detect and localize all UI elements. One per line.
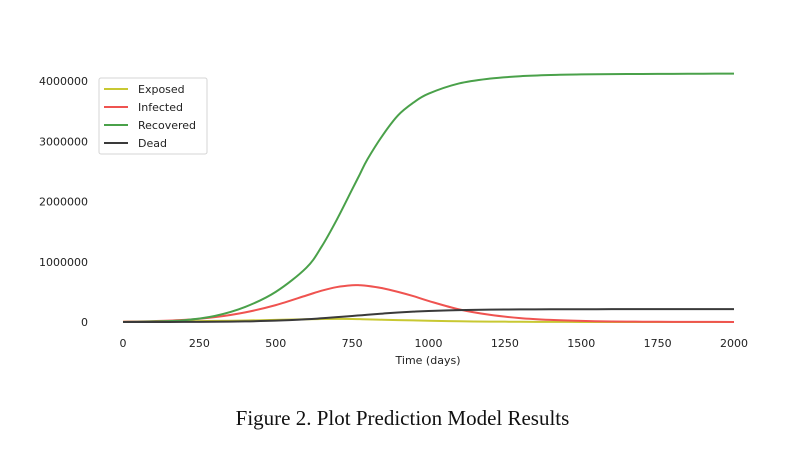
x-tick-label: 250 [189, 337, 210, 350]
series-line-recovered [122, 72, 735, 323]
y-tick-label: 1000000 [39, 256, 88, 269]
x-tick-label: 2000 [720, 337, 748, 350]
x-tick-label: 1750 [644, 337, 672, 350]
legend-label-recovered: Recovered [138, 119, 196, 132]
x-tick-label: 1000 [415, 337, 443, 350]
legend: Exposed Infected Recovered Dead [98, 77, 208, 155]
x-tick-label: 500 [265, 337, 286, 350]
legend-label-dead: Dead [138, 137, 167, 150]
y-tick-label: 2000000 [39, 196, 88, 209]
x-tick-label: 750 [342, 337, 363, 350]
figure-caption: Figure 2. Plot Prediction Model Results [235, 406, 570, 430]
x-tick-label: 0 [120, 337, 127, 350]
x-tick-label: 1250 [491, 337, 519, 350]
y-tick-label: 4000000 [39, 75, 88, 88]
y-tick-label: 3000000 [39, 135, 88, 148]
series-line-dead [122, 308, 734, 323]
chart: 0 1000000 2000000 3000000 4000000 0 250 500 750… [39, 72, 749, 367]
x-axis-label: Time (days) [395, 354, 461, 367]
series-line-infected [122, 284, 735, 323]
legend-label-infected: Infected [138, 101, 183, 114]
legend-label-exposed: Exposed [138, 83, 185, 96]
x-tick-label: 1500 [567, 337, 595, 350]
x-axis: 0 250 500 750 1000 1250 1500 1750 2000 [120, 337, 749, 350]
y-tick-label: 0 [81, 316, 88, 329]
plot-area [122, 72, 735, 323]
legend-box [98, 77, 208, 155]
y-axis: 0 1000000 2000000 3000000 4000000 [39, 75, 88, 329]
